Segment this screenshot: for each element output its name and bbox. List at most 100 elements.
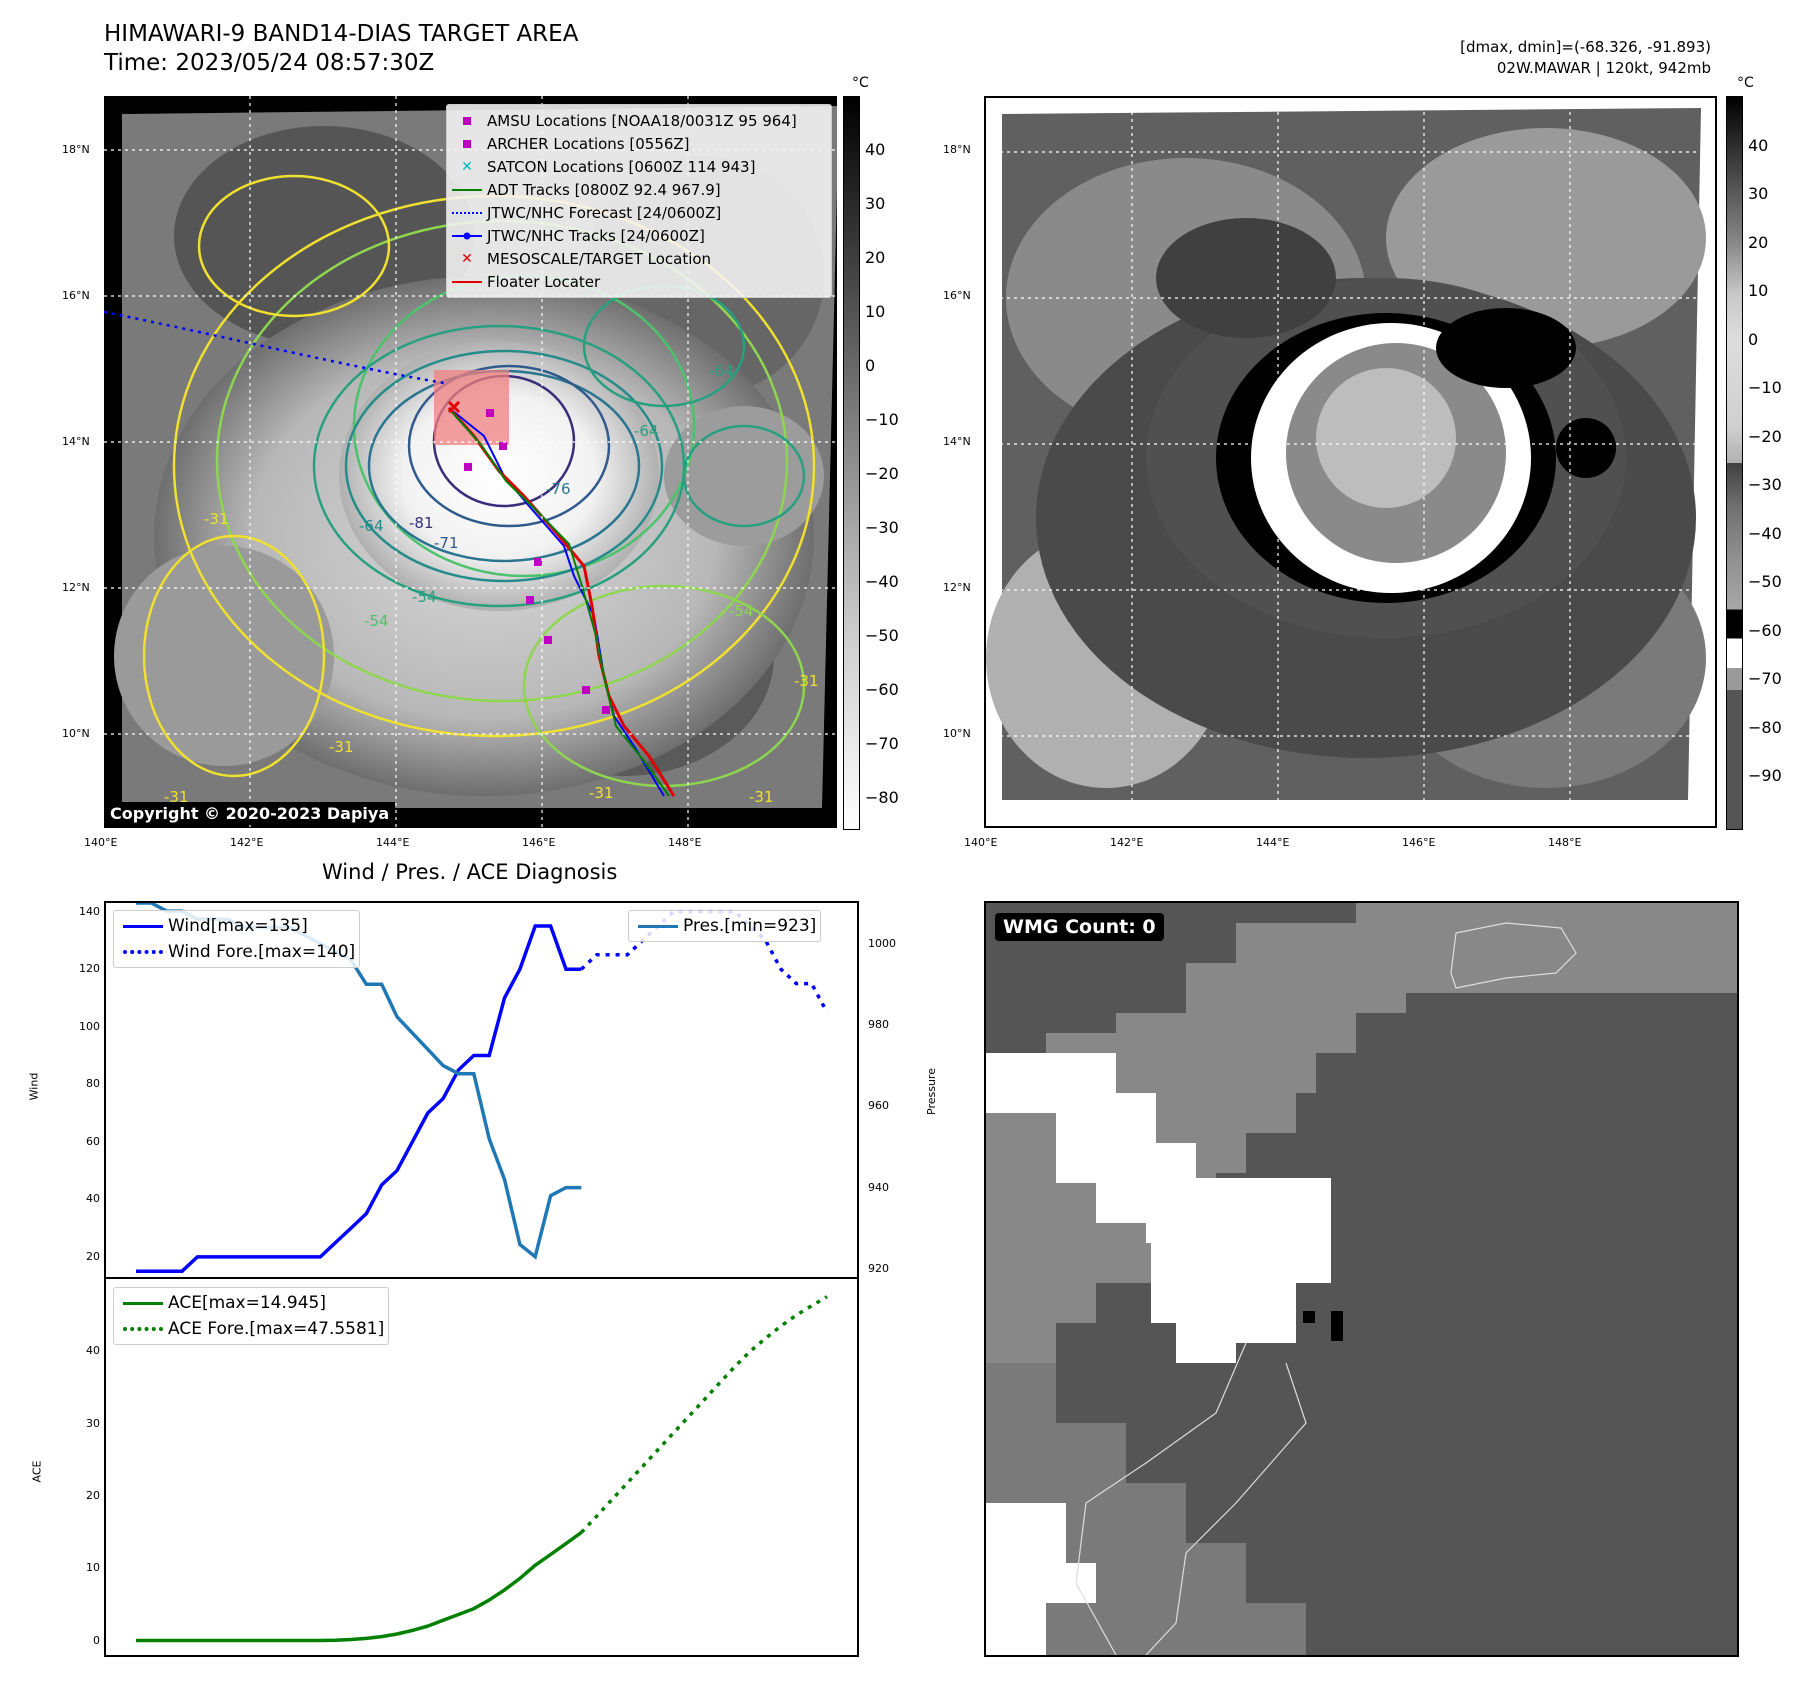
dotted-line-icon <box>452 211 482 214</box>
chart-time: Time: 2023/05/24 08:57:30Z <box>104 50 435 76</box>
colorbar-tick: −20 <box>1748 427 1782 446</box>
contour-label: -54 <box>729 602 754 620</box>
ace-ticks: 40 30 20 10 0 <box>40 1277 100 1657</box>
lat-tick: 10°N <box>62 727 90 740</box>
colorbar-tick: −50 <box>1748 572 1782 591</box>
pressure-ticks: 1000 980 960 940 920 <box>868 901 928 1291</box>
dotted-line-icon <box>123 1327 163 1331</box>
ace-tick: 10 <box>86 1561 100 1575</box>
legend-item-archer: ARCHER Locations [0556Z] <box>447 132 831 155</box>
line-icon <box>638 924 678 928</box>
colorbar-tick: 10 <box>1748 281 1769 300</box>
legend-label: SATCON Locations [0600Z 114 943] <box>487 157 756 176</box>
contour-label: -54 <box>412 588 437 606</box>
series-line-observed <box>136 1531 583 1643</box>
contour-label: -31 <box>329 738 354 756</box>
lon-tick: 148°E <box>668 836 702 849</box>
colorbar-tick: −30 <box>1748 475 1782 494</box>
right-map-panel <box>984 96 1717 828</box>
square-marker-icon <box>463 116 471 125</box>
contour-label: -31 <box>589 784 614 802</box>
colorbar-tick: 0 <box>1748 330 1759 349</box>
ace-tick: 30 <box>86 1416 100 1430</box>
colorbar-tick: −10 <box>1748 378 1782 397</box>
colorbar-tick: 20 <box>865 248 886 267</box>
colorbar-tick: −40 <box>865 572 899 591</box>
contour-label: -31 <box>164 788 189 806</box>
colorbar-tick: −50 <box>865 626 899 645</box>
legend-label: JTWC/NHC Forecast [24/0600Z] <box>487 203 722 222</box>
legend-label: ADT Tracks [0800Z 92.4 967.9] <box>487 180 721 199</box>
colorbar-tick: 40 <box>865 140 886 159</box>
colorbar-tick: −70 <box>865 734 899 753</box>
colorbar-tick: −20 <box>865 464 899 483</box>
wind-tick: 80 <box>86 1077 100 1091</box>
contour-label: -64 <box>709 362 734 380</box>
legend-item-adt: ADT Tracks [0800Z 92.4 967.9] <box>447 178 831 201</box>
contour-label: -64 <box>634 422 659 440</box>
range-info: [dmax, dmin]=(-68.326, -91.893) <box>1460 38 1711 56</box>
lon-tick: 142°E <box>230 836 264 849</box>
colorbar-tick: −80 <box>865 788 899 807</box>
map-legend: AMSU Locations [NOAA18/0031Z 95 964] ARC… <box>446 104 832 298</box>
ace-tick: 0 <box>93 1633 100 1647</box>
wind-axis-label: Wind <box>27 1072 41 1101</box>
ace-legend: ACE[max=14.945] ACE Fore.[max=47.5581] <box>113 1287 390 1345</box>
dotted-line-icon <box>123 950 163 954</box>
colorbar-tick: 10 <box>865 302 886 321</box>
line-icon <box>452 280 482 283</box>
wmg-panel <box>984 901 1739 1657</box>
contour-label: -31 <box>749 788 774 806</box>
right-colorbar <box>1726 96 1743 830</box>
wind-ticks: 140 120 100 80 60 40 20 <box>40 901 100 1279</box>
pressure-tick: 920 <box>868 1261 889 1275</box>
lon-tick: 142°E <box>1110 836 1144 849</box>
colorbar-tick: 0 <box>865 356 876 375</box>
lat-tick: 14°N <box>943 435 971 448</box>
ace-tick: 40 <box>86 1344 100 1358</box>
square-marker-icon <box>463 139 471 148</box>
wind-tick: 120 <box>79 962 100 976</box>
contour-label: -31 <box>204 510 229 528</box>
legend-item-pressure: Pres.[min=923] <box>633 913 816 939</box>
legend-item-ace: ACE[max=14.945] <box>118 1290 384 1316</box>
legend-label: Wind[max=135] <box>168 916 308 936</box>
left-colorbar <box>843 96 860 830</box>
x-marker-icon: ✕ <box>461 250 473 267</box>
legend-item-wind-forecast: Wind Fore.[max=140] <box>118 939 355 965</box>
left-colorbar-ticks: 40 30 20 10 0 −10 −20 −30 −40 −50 −60 −7… <box>865 96 905 828</box>
series-line-forecast <box>580 1295 828 1534</box>
legend-item-forecast: JTWC/NHC Forecast [24/0600Z] <box>447 201 831 224</box>
legend-item-wind: Wind[max=135] <box>118 913 355 939</box>
colorbar-tick: −80 <box>1748 718 1782 737</box>
lon-tick: 140°E <box>84 836 118 849</box>
legend-label: Floater Locater <box>487 272 601 291</box>
series-line-observed <box>136 924 582 1273</box>
copyright-label: Copyright © 2020-2023 Dapiya <box>104 802 396 825</box>
legend-item-tracks: JTWC/NHC Tracks [24/0600Z] <box>447 224 831 247</box>
colorbar-tick: −30 <box>865 518 899 537</box>
wind-tick: 40 <box>86 1192 100 1206</box>
pressure-tick: 980 <box>868 1017 889 1031</box>
colorbar-tick: 20 <box>1748 233 1769 252</box>
legend-label: JTWC/NHC Tracks [24/0600Z] <box>487 226 705 245</box>
wind-legend: Wind[max=135] Wind Fore.[max=140] <box>113 910 361 968</box>
legend-label: MESOSCALE/TARGET Location <box>487 249 712 268</box>
diagnosis-title: Wind / Pres. / ACE Diagnosis <box>322 860 618 884</box>
left-map-panel: -81 -76 -71 -64 -54 -31 -31 -31 -31 -31 … <box>103 96 839 828</box>
colorbar-unit: °C <box>1737 75 1754 91</box>
line-icon <box>452 188 482 191</box>
lon-tick: 140°E <box>964 836 998 849</box>
colorbar-tick: −90 <box>1748 766 1782 785</box>
lon-tick: 146°E <box>1402 836 1436 849</box>
ace-panel <box>104 1277 859 1657</box>
line-icon <box>123 1301 163 1305</box>
wmg-image <box>986 903 1737 1656</box>
legend-label: ARCHER Locations [0556Z] <box>487 134 690 153</box>
contour-label: -64 <box>359 517 384 535</box>
right-map-image <box>986 98 1715 826</box>
legend-label: ACE[max=14.945] <box>168 1293 326 1313</box>
wind-tick: 140 <box>79 904 100 918</box>
contour-label: -71 <box>434 534 459 552</box>
lon-tick: 146°E <box>522 836 556 849</box>
